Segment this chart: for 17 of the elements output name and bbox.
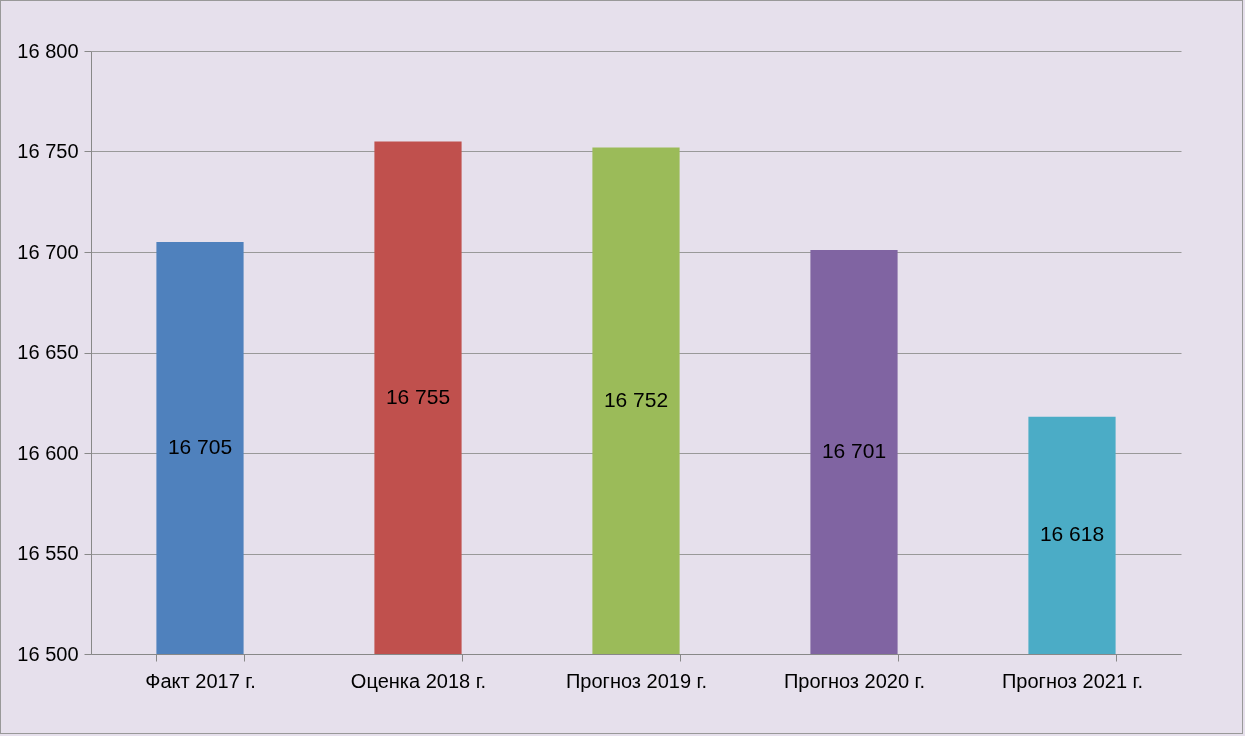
x-tick-label: Прогноз 2019 г. <box>565 669 708 692</box>
data-label: 16 705 <box>167 434 233 458</box>
x-tick-label: Оценка 2018 г. <box>350 669 487 692</box>
data-label: 16 701 <box>821 438 887 462</box>
y-tick-label: 16 600 <box>17 441 79 464</box>
y-tick-label: 16 800 <box>17 39 79 62</box>
y-tick-label: 16 750 <box>17 140 79 162</box>
data-label: 16 618 <box>1039 522 1105 546</box>
x-tick-label: Прогноз 2021 г. <box>1001 669 1144 692</box>
y-tick-label: 16 550 <box>17 542 79 564</box>
y-tick-label: 16 500 <box>17 642 79 665</box>
y-tick-label: 16 700 <box>17 240 79 263</box>
data-label: 16 755 <box>385 384 451 408</box>
y-tick-label: 16 650 <box>17 341 79 363</box>
x-tick-label: Факт 2017 г. <box>145 669 256 692</box>
x-tick-label: Прогноз 2020 г. <box>783 669 926 692</box>
data-label: 16 752 <box>603 387 669 411</box>
